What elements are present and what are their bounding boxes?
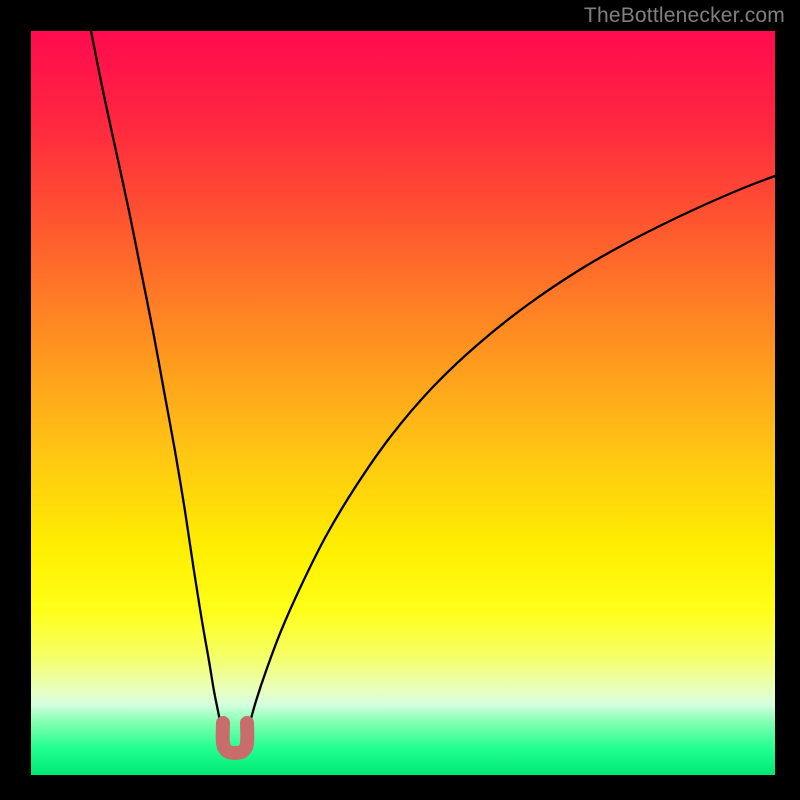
valley-marker [223, 723, 248, 753]
plot-area [31, 31, 775, 775]
curve-right-branch [249, 176, 775, 726]
watermark-text: TheBottlenecker.com [584, 4, 785, 28]
curve-left-branch [91, 31, 221, 726]
curves-layer [31, 31, 775, 775]
